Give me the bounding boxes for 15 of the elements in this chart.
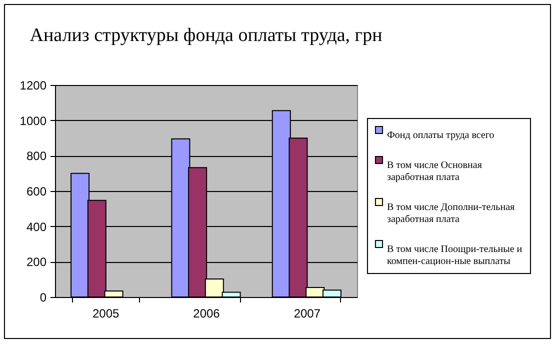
- y-tick-label: 1000: [20, 114, 47, 128]
- legend-label: В том числе Дополни-тельная заработная плата: [387, 202, 516, 225]
- legend-label: В том числе Поощри-тельные и компен-сацион-ные выплаты: [387, 244, 523, 267]
- y-tick-label: 200: [26, 255, 47, 270]
- y-tick-label: 400: [26, 220, 47, 234]
- x-tick-label: 2005: [92, 306, 120, 320]
- y-tick-label: 600: [26, 184, 47, 198]
- y-tick-label: 0: [40, 290, 47, 304]
- x-tick-label: 2006: [193, 306, 220, 320]
- y-tick-label: 1200: [20, 78, 47, 92]
- legend-label: Фонд оплаты труда всего: [387, 130, 494, 141]
- chart-title: Анализ структуры фонда оплаты труда, грн: [30, 25, 382, 46]
- y-tick-label: 800: [26, 149, 47, 164]
- x-tick-label: 2007: [294, 306, 321, 320]
- legend-label: В том числе Основная заработная плата: [387, 160, 482, 183]
